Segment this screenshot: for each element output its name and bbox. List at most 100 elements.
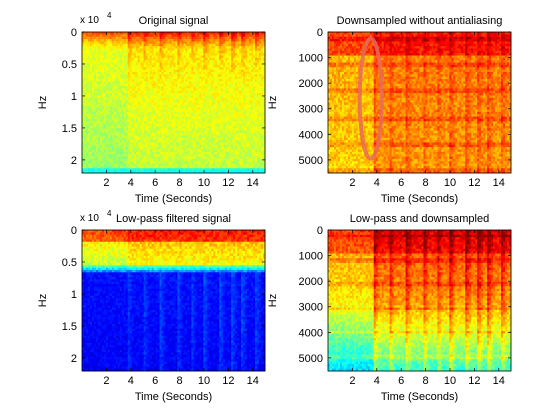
heatmap-cell: [149, 53, 153, 56]
heatmap-cell: [103, 154, 107, 157]
heatmap-cell: [179, 109, 182, 113]
heatmap-cell: [189, 76, 192, 80]
heatmap-cell: [207, 95, 210, 99]
heatmap-cell: [123, 34, 127, 38]
heatmap-cell: [171, 137, 174, 141]
heatmap-cell: [171, 74, 174, 78]
heatmap-cell: [169, 151, 172, 155]
heatmap-cell: [203, 43, 206, 47]
heatmap-cell: [189, 39, 192, 42]
heatmap-cell: [157, 36, 160, 40]
heatmap-cell: [149, 74, 153, 78]
heatmap-cell: [177, 81, 180, 85]
heatmap-cell: [107, 81, 111, 85]
heatmap-cell: [175, 93, 178, 96]
heatmap-cell: [125, 107, 129, 110]
heatmap-cell: [133, 64, 137, 68]
heatmap-cell: [197, 76, 200, 80]
heatmap-cell: [99, 83, 103, 87]
heatmap-cell: [177, 55, 180, 59]
heatmap-cell: [171, 90, 174, 94]
heatmap-cell: [207, 36, 210, 40]
heatmap-cell: [147, 154, 151, 157]
heatmap-cell: [149, 163, 153, 167]
heatmap-cell: [173, 43, 176, 47]
heatmap-cell: [171, 121, 174, 125]
heatmap-cell: [85, 151, 89, 155]
heatmap-cell: [99, 41, 103, 45]
heatmap-cell: [139, 36, 143, 40]
heatmap-cell: [93, 170, 97, 174]
heatmap-cell: [175, 144, 178, 148]
heatmap-cell: [203, 55, 206, 59]
heatmap-cell: [143, 163, 147, 167]
heatmap-cell: [145, 142, 149, 146]
heatmap-cell: [197, 67, 200, 70]
heatmap-cell: [173, 161, 176, 164]
heatmap-cell: [101, 100, 105, 103]
heatmap-cell: [149, 144, 153, 148]
heatmap-cell: [161, 97, 164, 101]
heatmap-cell: [141, 34, 145, 38]
heatmap-cell: [157, 107, 160, 110]
heatmap-cell: [109, 135, 113, 139]
heatmap-cell: [97, 102, 101, 106]
heatmap-cell: [119, 79, 123, 82]
heatmap-cell: [159, 90, 162, 94]
heatmap-cell: [167, 121, 170, 125]
heatmap-cell: [107, 90, 111, 94]
heatmap-cell: [199, 130, 202, 134]
heatmap-cell: [131, 126, 135, 129]
heatmap-cell: [201, 107, 204, 110]
heatmap-cell: [169, 88, 172, 92]
heatmap-cell: [139, 60, 143, 63]
heatmap-cell: [115, 135, 119, 139]
heatmap-cell: [177, 118, 180, 122]
heatmap-cell: [111, 36, 115, 40]
heatmap-cell: [205, 137, 208, 141]
heatmap-cell: [139, 53, 143, 56]
heatmap-cell: [183, 165, 186, 169]
heatmap-cell: [167, 116, 170, 120]
heatmap-cell: [99, 90, 103, 94]
heatmap-cell: [159, 158, 162, 162]
heatmap-cell: [155, 111, 158, 115]
heatmap-cell: [203, 46, 206, 49]
heatmap-cell: [82, 158, 85, 162]
heatmap-cell: [187, 41, 190, 45]
heatmap-cell: [155, 161, 158, 164]
heatmap-cell: [193, 163, 196, 167]
heatmap-cell: [177, 121, 180, 125]
heatmap-cell: [123, 41, 127, 45]
heatmap-cell: [117, 50, 121, 54]
heatmap-cell: [181, 104, 184, 108]
heatmap-cell: [207, 60, 210, 63]
heatmap-cell: [117, 43, 121, 47]
heatmap-cell: [183, 93, 186, 96]
heatmap-cell: [97, 39, 101, 42]
heatmap-cell: [181, 90, 184, 94]
heatmap-cell: [123, 144, 127, 148]
heatmap-cell: [115, 130, 119, 134]
heatmap-cell: [131, 170, 135, 174]
heatmap-cell: [191, 74, 194, 78]
heatmap-cell: [82, 50, 85, 54]
heatmap-cell: [113, 116, 117, 120]
heatmap-cell: [185, 41, 188, 45]
heatmap-cell: [85, 97, 89, 101]
heatmap-cell: [143, 74, 147, 78]
heatmap-cell: [193, 50, 196, 54]
heatmap-cell: [167, 147, 170, 150]
heatmap-cell: [119, 114, 123, 117]
heatmap-cell: [131, 97, 135, 101]
heatmap-cell: [137, 76, 141, 80]
heatmap-cell: [82, 34, 85, 38]
heatmap-cell: [197, 88, 200, 92]
heatmap-cell: [195, 86, 198, 89]
heatmap-cell: [187, 118, 190, 122]
heatmap-cell: [83, 67, 87, 70]
heatmap-cell: [161, 100, 164, 103]
heatmap-cell: [199, 76, 202, 80]
heatmap-cell: [91, 81, 95, 85]
heatmap-cell: [135, 53, 139, 56]
